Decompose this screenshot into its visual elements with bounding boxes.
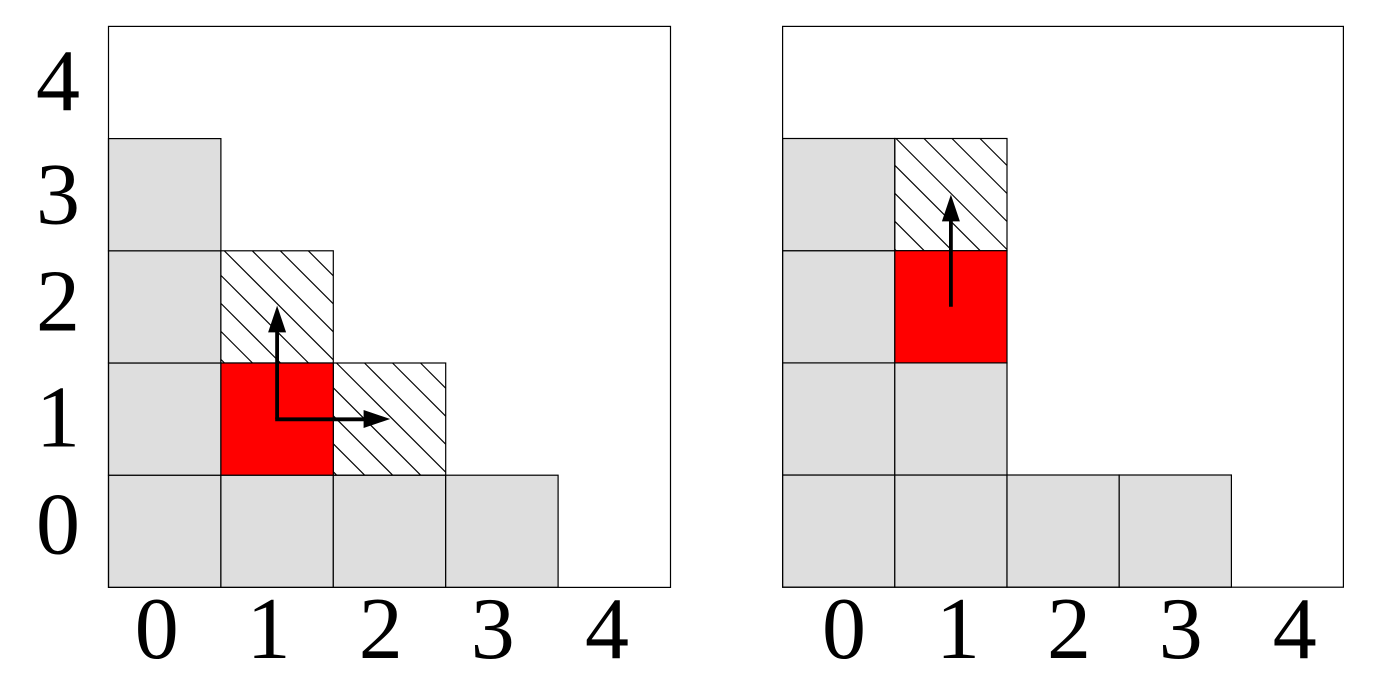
- svg-text:4: 4: [585, 581, 629, 678]
- svg-text:0: 0: [822, 581, 866, 678]
- svg-text:1: 1: [247, 581, 291, 678]
- svg-text:0: 0: [36, 477, 80, 574]
- svg-text:1: 1: [936, 581, 980, 678]
- svg-text:0: 0: [135, 581, 179, 678]
- svg-text:2: 2: [1047, 581, 1091, 678]
- svg-text:3: 3: [1159, 581, 1203, 678]
- svg-text:4: 4: [36, 33, 80, 130]
- svg-text:2: 2: [359, 581, 403, 678]
- svg-text:3: 3: [471, 581, 515, 678]
- svg-text:4: 4: [1273, 581, 1317, 678]
- svg-text:1: 1: [36, 370, 80, 467]
- svg-text:2: 2: [36, 254, 80, 351]
- svg-text:3: 3: [36, 147, 80, 244]
